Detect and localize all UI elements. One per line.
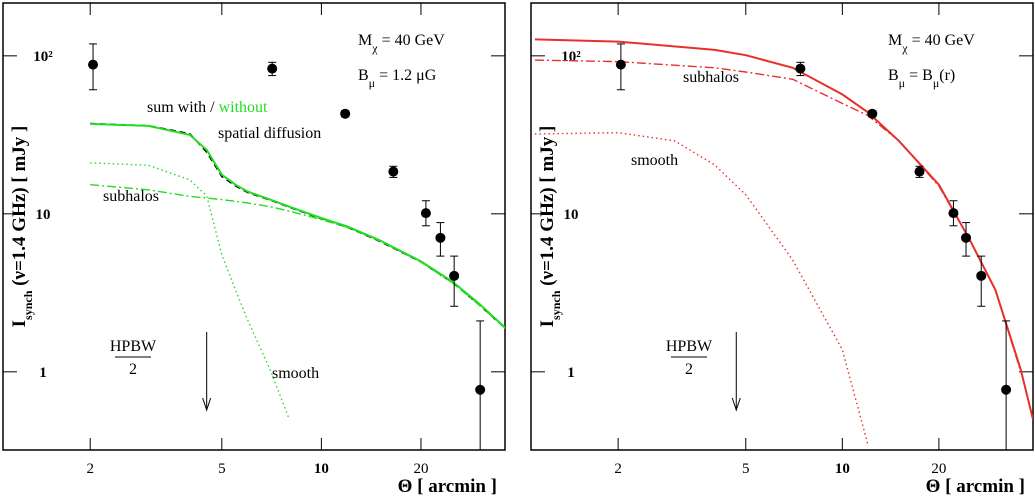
y-axis-label-part: synch xyxy=(549,290,563,320)
x-tick-label: 2 xyxy=(614,461,622,477)
y-tick-label: 10 xyxy=(36,207,51,223)
plot-frame xyxy=(530,2,1034,451)
annotation: Bμ = 1.2 μG xyxy=(358,67,437,90)
annotation: smooth xyxy=(272,365,319,382)
curve xyxy=(534,131,869,445)
x-axis-label: Θ [ arcmin ] xyxy=(398,476,497,497)
panel: 2 5 10 20 1 10 10² Θ [ arcmin ] HPBW 2 xyxy=(2,2,506,497)
annotation: Bμ = Bμ(r) xyxy=(888,67,955,90)
data-point xyxy=(420,208,431,219)
annotation-part: B xyxy=(888,67,899,84)
annotation: sum with / without xyxy=(147,99,268,116)
annotation-part: μ xyxy=(369,76,375,90)
data-point xyxy=(615,59,626,70)
data-point xyxy=(267,63,278,74)
annotation-part: B xyxy=(358,67,369,84)
data-point xyxy=(475,384,486,395)
y-tick-label: 10 xyxy=(564,207,579,223)
y-axis-label-part: I xyxy=(537,320,558,327)
annotation-part: smooth xyxy=(631,152,678,169)
data-point xyxy=(961,232,972,243)
annotation-part: = 40 GeV xyxy=(908,32,976,49)
hpbw-label: HPBW xyxy=(666,338,713,355)
annotation-part: smooth xyxy=(272,365,319,382)
data-point xyxy=(340,108,351,119)
y-tick-label: 1 xyxy=(567,365,575,381)
annotation: spatial diffusion xyxy=(218,125,321,142)
annotation-part: subhalos xyxy=(683,69,739,86)
annotation: subhalos xyxy=(683,69,739,86)
hpbw-arrowhead xyxy=(731,397,741,412)
annotation-part: = 1.2 μG xyxy=(375,67,437,84)
panel: 2 5 10 20 1 10 10² Θ [ arcmin ] HPBW 2 xyxy=(530,2,1034,497)
annotation-part: (r) xyxy=(939,67,955,84)
annotation-part: subhalos xyxy=(103,188,159,205)
y-axis-label-part: I xyxy=(9,320,30,327)
y-axis-label: Isynch (ν=1.4 GHz) [ mJy ] xyxy=(537,126,563,328)
data-point xyxy=(388,166,399,177)
curve xyxy=(534,38,1033,420)
annotation: subhalos xyxy=(103,188,159,205)
x-tick-label: 5 xyxy=(742,461,750,477)
curve xyxy=(90,122,505,329)
data-point xyxy=(795,63,806,74)
plot-area xyxy=(88,43,505,450)
annotation-part: μ xyxy=(899,76,905,90)
x-tick-label: 5 xyxy=(218,461,226,477)
x-tick-label: 20 xyxy=(931,461,946,477)
annotation-part: without xyxy=(219,99,268,116)
error-bar xyxy=(977,255,986,307)
hpbw-arrowhead xyxy=(202,397,212,412)
annotation: smooth xyxy=(631,152,678,169)
curve xyxy=(90,122,505,330)
y-axis-label-part: (ν=1.4 GHz) [ mJy ] xyxy=(9,126,30,291)
y-tick-label: 10² xyxy=(33,49,53,65)
annotation-part: = B xyxy=(905,67,933,84)
data-point xyxy=(88,59,99,70)
hpbw-label: HPBW xyxy=(110,338,157,355)
hpbw-label: 2 xyxy=(129,361,137,378)
y-axis-label-part: synch xyxy=(21,290,35,320)
annotation: Mχ = 40 GeV xyxy=(358,32,445,55)
annotation-part: μ xyxy=(933,76,939,90)
annotation-part: M xyxy=(358,32,372,49)
data-point xyxy=(976,270,987,281)
annotation-part: sum with / xyxy=(147,99,219,116)
annotation-part: M xyxy=(888,32,902,49)
x-tick-label: 10 xyxy=(835,461,850,477)
data-point xyxy=(867,108,878,119)
plot-frame xyxy=(2,2,506,451)
y-axis-label-part: (ν=1.4 GHz) [ mJy ] xyxy=(537,126,558,291)
x-axis-label: Θ [ arcmin ] xyxy=(926,476,1025,497)
y-tick-label: 1 xyxy=(39,365,47,381)
annotation-part: spatial diffusion xyxy=(218,125,321,142)
annotation-part: χ xyxy=(901,41,908,55)
error-bar xyxy=(450,255,459,307)
data-point xyxy=(914,166,925,177)
annotation: Mχ = 40 GeV xyxy=(888,32,975,55)
x-tick-label: 2 xyxy=(86,461,94,477)
data-point xyxy=(435,232,446,243)
curve xyxy=(90,184,505,330)
y-axis-label: Isynch (ν=1.4 GHz) [ mJy ] xyxy=(9,126,35,328)
data-point xyxy=(1001,384,1012,395)
plot-area xyxy=(534,38,1033,450)
y-tick-label: 10² xyxy=(561,49,581,65)
data-point xyxy=(449,270,460,281)
x-tick-label: 10 xyxy=(314,461,329,477)
data-point xyxy=(948,208,959,219)
hpbw-label: 2 xyxy=(685,361,693,378)
curve xyxy=(90,162,290,420)
x-tick-label: 20 xyxy=(413,461,428,477)
annotation-part: = 40 GeV xyxy=(378,32,446,49)
curve xyxy=(534,59,1022,373)
annotation-part: χ xyxy=(371,41,378,55)
